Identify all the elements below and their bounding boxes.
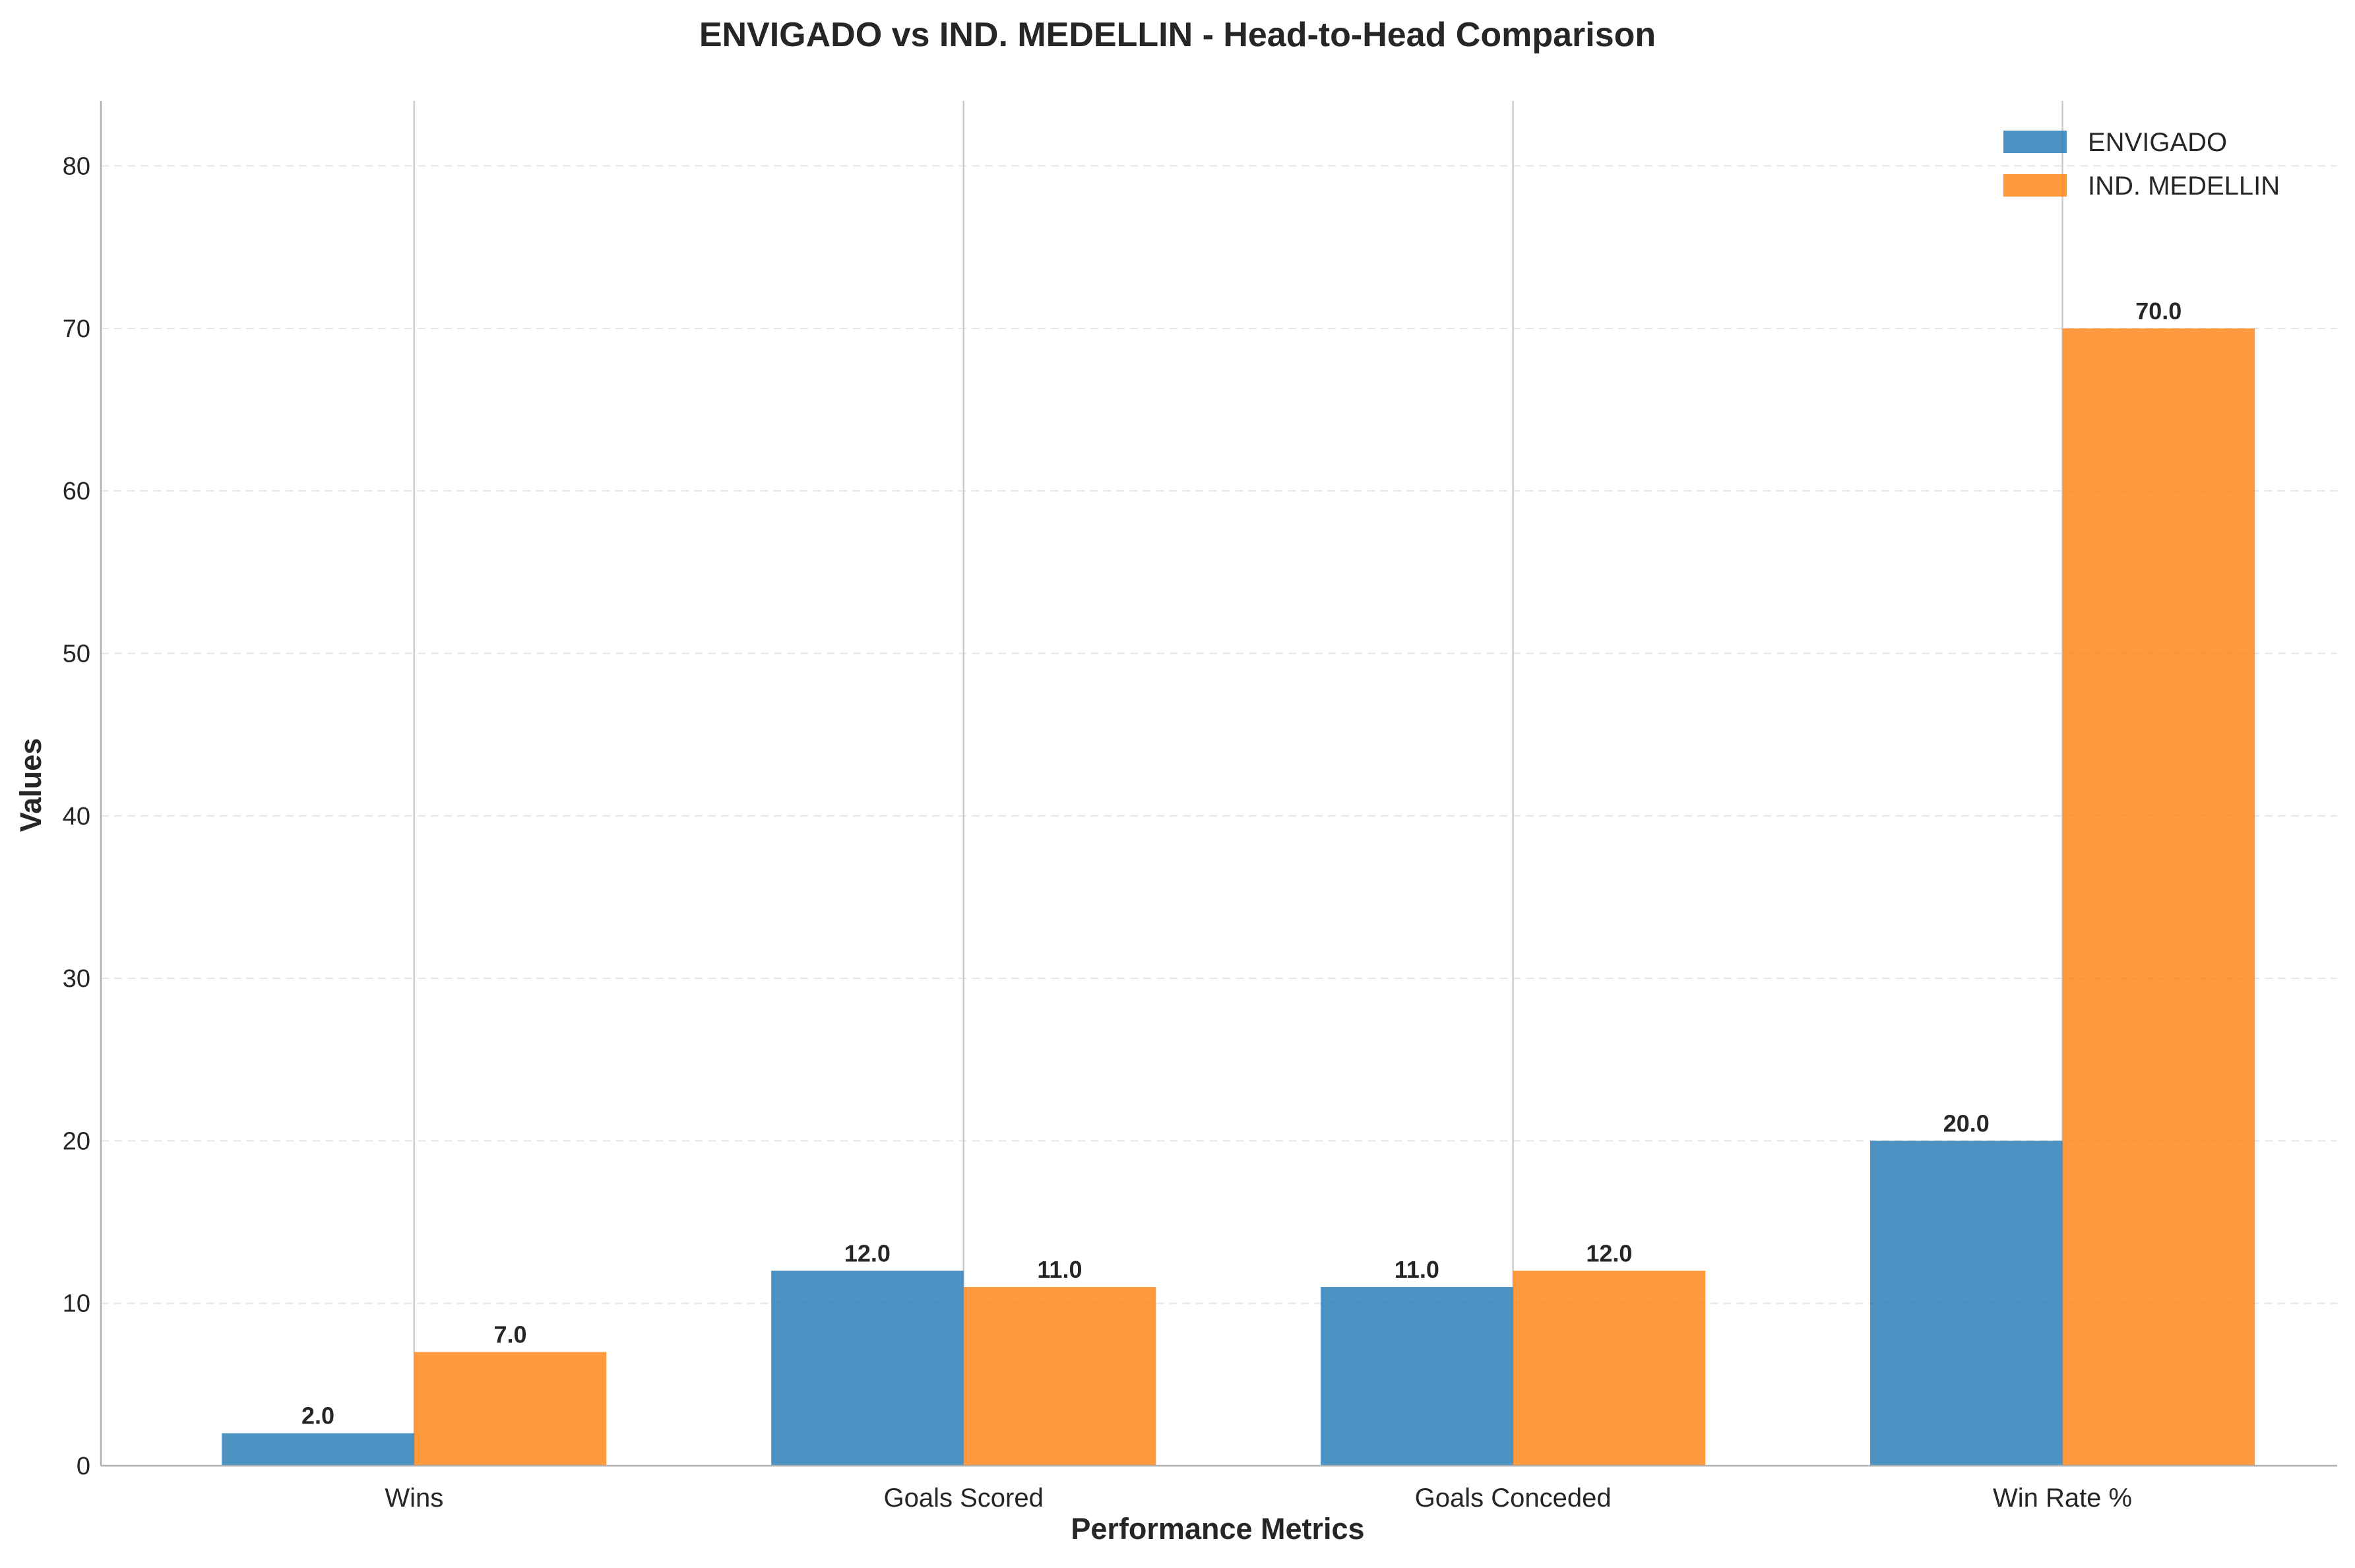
bar-ind-medellin xyxy=(963,1287,1156,1466)
legend-label-ind-medellin: IND. MEDELLIN xyxy=(2088,172,2280,201)
bar-envigado xyxy=(1870,1141,2063,1466)
bar-value-label: 11.0 xyxy=(1395,1256,1439,1283)
bar-value-label: 11.0 xyxy=(1037,1256,1082,1283)
bar-ind-medellin xyxy=(414,1352,607,1466)
x-tick-label: Goals Scored xyxy=(884,1484,1044,1513)
bar-value-label: 2.0 xyxy=(301,1402,334,1429)
x-tick-label: Win Rate % xyxy=(1993,1484,2132,1513)
y-tick-label: 10 xyxy=(63,1290,90,1318)
bar-ind-medellin xyxy=(1513,1270,1706,1466)
bar-envigado xyxy=(1321,1287,1513,1466)
bar-value-label: 12.0 xyxy=(844,1239,891,1267)
bar-ind-medellin xyxy=(2062,328,2255,1466)
bar-value-label: 12.0 xyxy=(1586,1239,1632,1267)
legend-label-envigado: ENVIGADO xyxy=(2088,128,2227,157)
legend: ENVIGADO IND. MEDELLIN xyxy=(2003,128,2280,201)
y-tick-label: 70 xyxy=(63,315,90,343)
bar-value-label: 7.0 xyxy=(494,1321,527,1348)
x-axis-label: Performance Metrics xyxy=(1071,1512,1364,1546)
x-tick-label: Wins xyxy=(385,1484,443,1513)
chart-title: ENVIGADO vs IND. MEDELLIN - Head-to-Head… xyxy=(699,16,1656,54)
legend-swatch-ind-medellin xyxy=(2003,174,2067,197)
bar-envigado xyxy=(771,1270,964,1466)
bar-value-label: 70.0 xyxy=(2135,298,2182,325)
bar-value-label: 20.0 xyxy=(1943,1110,1990,1137)
y-tick-label: 40 xyxy=(63,803,90,831)
x-tick-label: Goals Conceded xyxy=(1415,1484,1612,1513)
y-tick-label: 60 xyxy=(63,478,90,505)
legend-swatch-envigado xyxy=(2003,131,2067,153)
bar-envigado xyxy=(222,1433,414,1466)
y-tick-label: 20 xyxy=(63,1127,90,1155)
y-tick-label: 30 xyxy=(63,965,90,993)
bars xyxy=(222,328,2255,1466)
y-tick-label: 0 xyxy=(77,1453,90,1480)
axes: 0 10 20 30 40 50 60 70 80 Wins Goals Scored Goals C… xyxy=(63,101,2337,1513)
y-tick-label: 50 xyxy=(63,640,90,668)
y-axis-label: Values xyxy=(14,738,47,832)
labels: 2.0 12.0 11.0 20.0 7.0 11.0 12.0 70.0 xyxy=(301,298,2182,1429)
y-tick-label: 80 xyxy=(63,153,90,181)
